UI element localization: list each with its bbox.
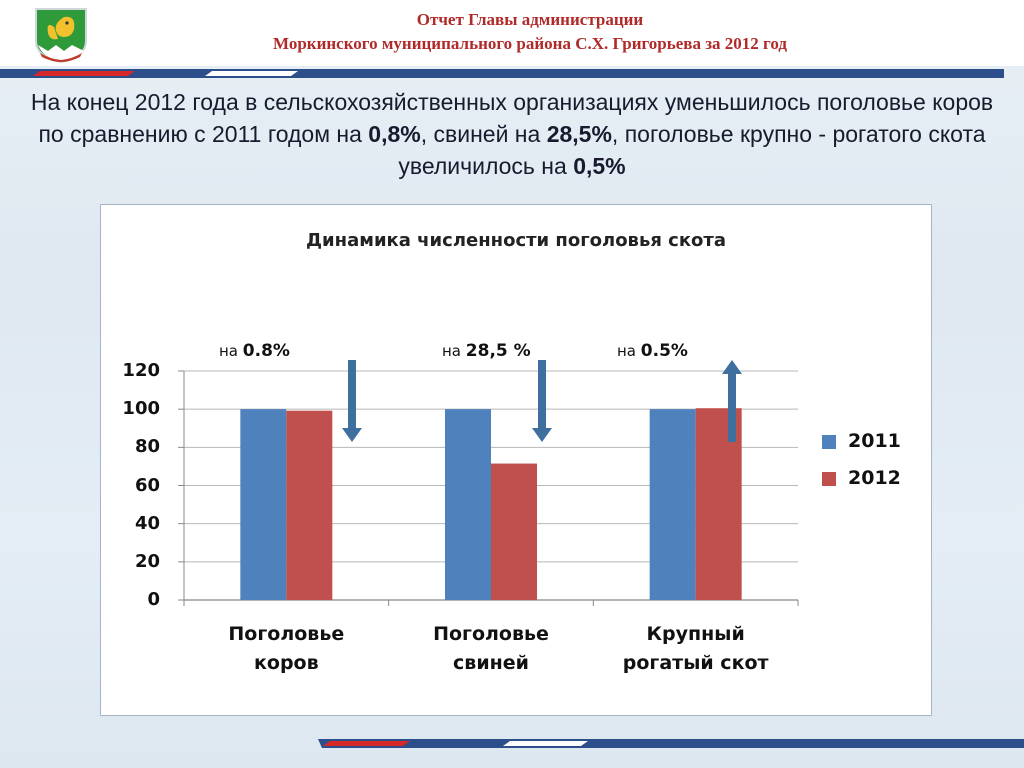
x-category-label: Крупный рогатый скот: [596, 620, 796, 678]
change-annotation: на 0.8%: [219, 341, 290, 361]
x-category-label-line: коров: [254, 652, 319, 674]
bar-2012-0: [286, 410, 333, 600]
bar-2011-2: [649, 409, 696, 600]
x-category-label-line: Крупный: [646, 623, 745, 645]
y-tick-label: 60: [134, 474, 160, 496]
slide-headline: На конец 2012 года в сельскохозяйственны…: [20, 86, 1004, 182]
arrow-down-icon: [342, 360, 362, 442]
annotation-value: 28,5 %: [465, 341, 531, 361]
y-tick-label: 120: [122, 360, 160, 381]
x-category-label: Поголовье коров: [186, 620, 386, 678]
x-category-label-line: свиней: [453, 652, 529, 674]
annotation-value: 0.8%: [242, 341, 290, 361]
report-title-line1: Отчет Главы администрации: [416, 10, 644, 29]
top-ribbon: [0, 69, 1004, 78]
headline-value-cattle: 0,5%: [573, 153, 626, 179]
annotation-prefix: на: [617, 342, 641, 360]
arrow-up-icon: [722, 360, 742, 442]
x-category-label-line: Поголовье: [433, 623, 549, 645]
x-category-label-line: Поголовье: [228, 623, 345, 645]
bar-2011-0: [240, 409, 287, 600]
headline-text-2: , свиней на: [420, 121, 547, 147]
emblem-squirrel-icon: [35, 8, 87, 63]
report-title-line2: Моркинского муниципального района С.Х. Г…: [273, 34, 787, 53]
x-category-label: Поголовье свиней: [391, 620, 591, 678]
annotation-prefix: на: [219, 342, 243, 360]
header-bar: Отчет Главы администрации Моркинского му…: [0, 0, 1024, 66]
headline-value-pigs: 28,5%: [546, 121, 612, 147]
y-tick-label: 40: [134, 512, 160, 534]
legend-label: 2011: [848, 430, 901, 452]
report-title: Отчет Главы администрации Моркинского му…: [150, 8, 910, 56]
change-annotation: на 28,5 %: [442, 341, 531, 361]
annotation-value: 0.5%: [640, 341, 688, 361]
legend-swatch: [822, 472, 836, 486]
y-tick-label: 100: [122, 398, 160, 420]
legend-swatch: [822, 435, 836, 449]
headline-value-cows: 0,8%: [368, 121, 421, 147]
bar-2012-1: [491, 463, 537, 600]
annotation-prefix: на: [442, 342, 466, 360]
bar-2011-1: [445, 409, 491, 600]
change-annotation: на 0.5%: [617, 341, 688, 361]
headline-text-1: На конец 2012 года в сельскохозяйственны…: [30, 89, 994, 147]
arrow-down-icon: [532, 360, 552, 442]
x-category-label-line: рогатый скот: [622, 652, 769, 674]
y-tick-label: 80: [134, 436, 160, 458]
chart-title: Динамика численности поголовья скота: [306, 230, 726, 251]
chart-panel: [100, 204, 932, 716]
legend-label: 2012: [848, 467, 901, 489]
headline-text-3: , поголовье крупно - рогатого скота увел…: [398, 121, 986, 179]
y-tick-label: 20: [134, 550, 160, 572]
y-tick-label: 0: [147, 589, 160, 610]
bottom-ribbon: [318, 739, 1024, 748]
